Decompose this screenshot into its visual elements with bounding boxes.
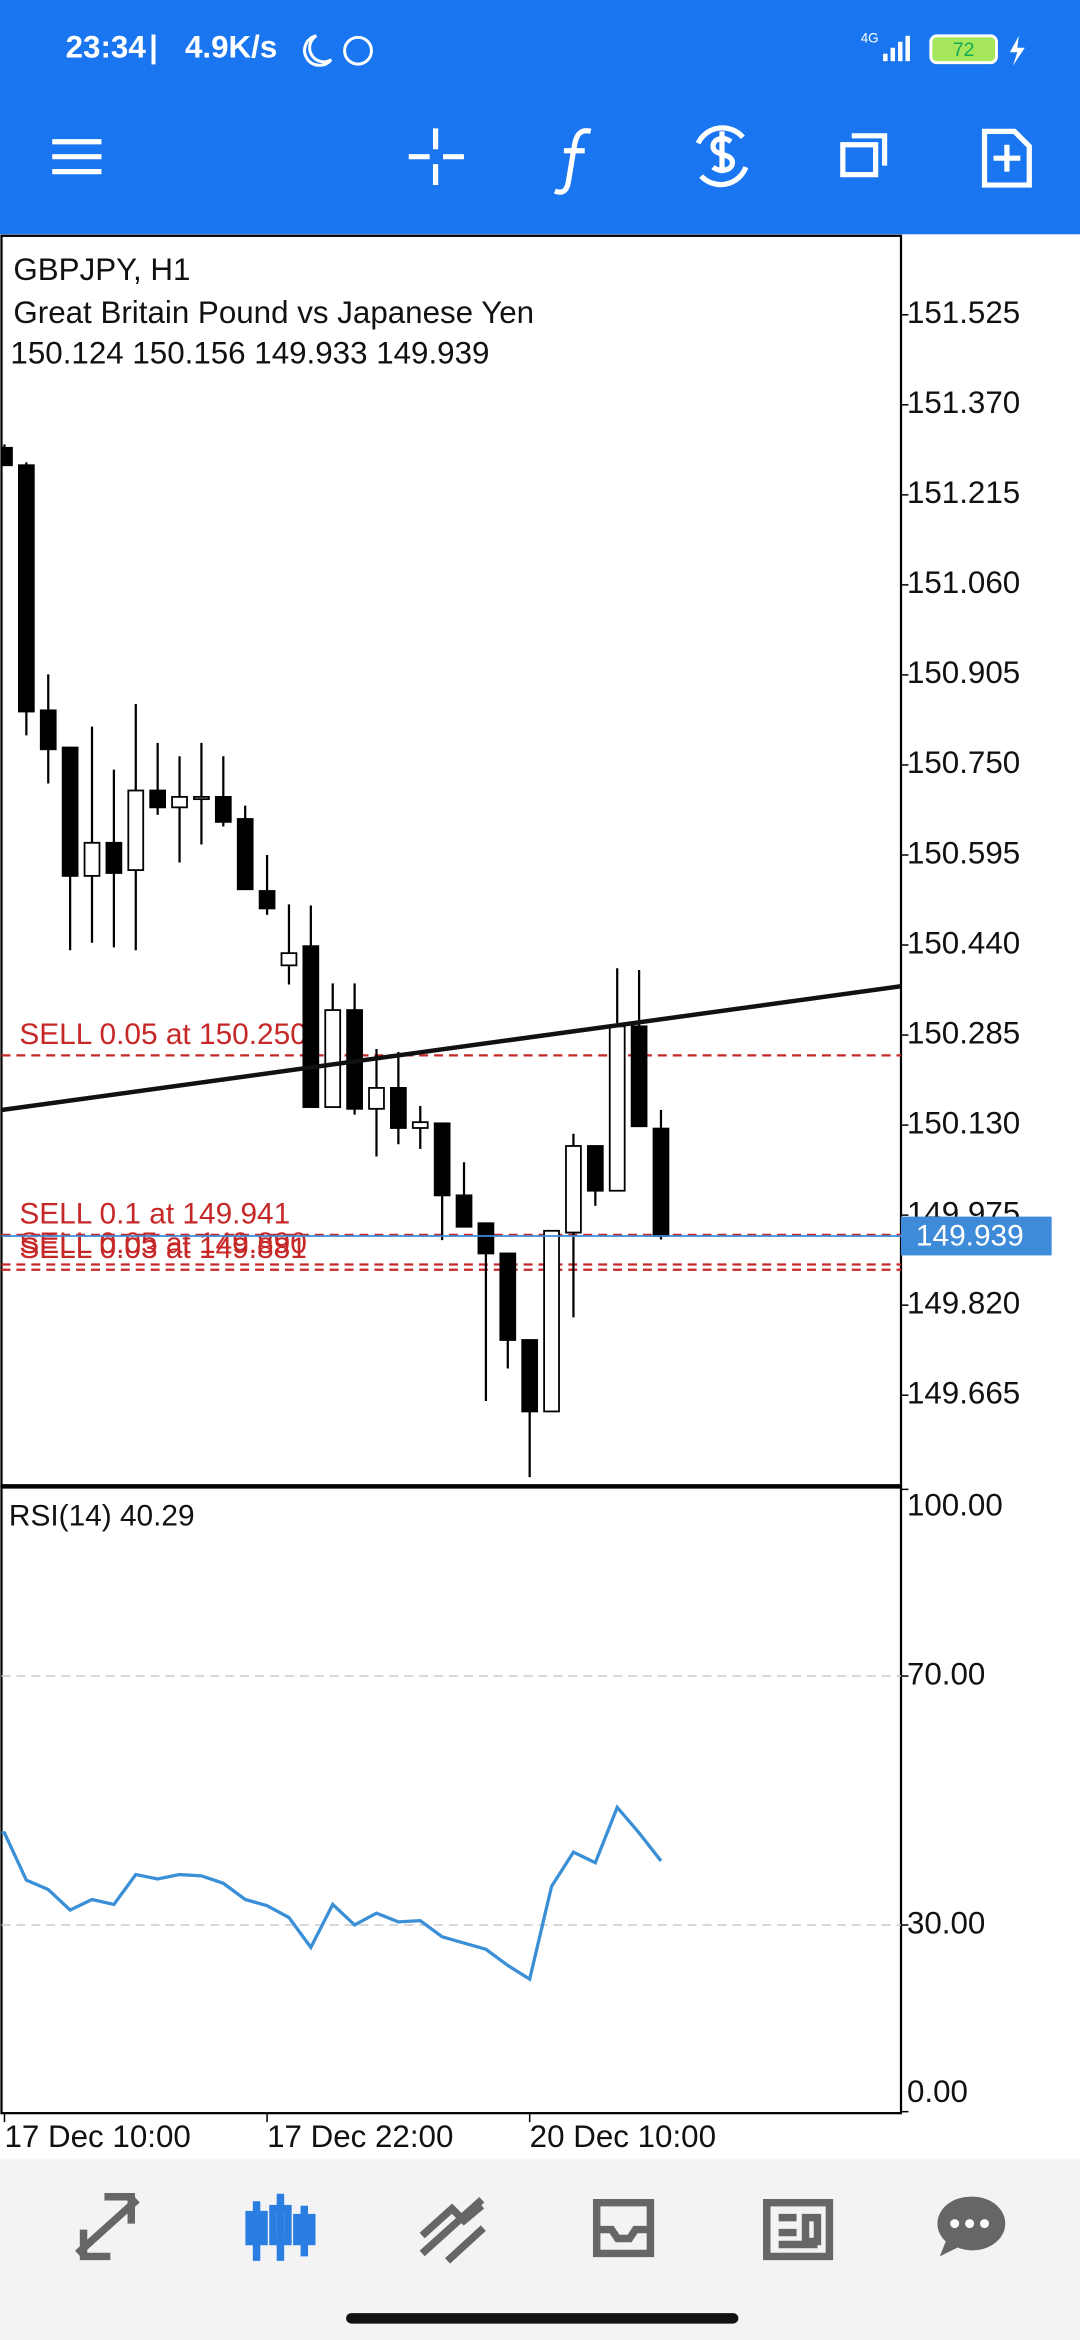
battery-level: 72 [953,39,975,61]
y-tick-label: 0.00 [907,2074,968,2109]
rsi-title: RSI(14) 40.29 [9,1500,195,1533]
messages-dots [950,2219,990,2229]
ohlc-label: 150.124 150.156 149.933 149.939 [10,335,489,370]
order-label: SELL 0.05 at 150.250 [19,1018,306,1051]
y-tick-label: 150.750 [907,745,1020,780]
top-bar [0,0,1080,235]
y-tick-label: 150.440 [907,925,1020,960]
candle-body [280,952,298,967]
candle-body [1,446,13,467]
news-tab[interactable] [763,2198,834,2261]
new-order-button[interactable] [981,128,1032,188]
rsi-pane [0,1485,903,2115]
crosshair-button[interactable] [408,128,464,186]
order-label: SELL 0.05 at 149.890 [19,1227,306,1260]
menu-button[interactable] [52,139,102,175]
trade-tab[interactable] [419,2196,486,2264]
candle-body [565,1145,582,1234]
candle-body [61,746,79,877]
y-tick-label: 151.215 [907,475,1020,510]
y-tick-label: 150.285 [907,1015,1020,1050]
rsi-line [1,1804,663,1982]
candle-body [652,1127,670,1237]
candle-body [236,818,254,891]
candle-body [214,796,232,823]
y-tick-label: 151.060 [907,565,1020,600]
y-tick-label: 150.130 [907,1105,1020,1140]
last-price-box [900,1216,1052,1256]
home-indicator [346,2313,739,2324]
y-tick-label: 150.595 [907,835,1020,870]
moon-icon [303,34,333,67]
bottom-nav [0,2159,1080,2340]
candle-body [390,1087,407,1129]
signal-icon [883,35,910,62]
alarm-icon [343,35,373,66]
y-tick-label: 149.665 [907,1375,1020,1410]
chart-tab[interactable] [245,2193,316,2261]
candle-body [411,1121,429,1129]
quotes-tab[interactable] [75,2193,140,2261]
indicators-button[interactable] [553,128,592,195]
candle-body [127,789,145,871]
candle-body [433,1122,451,1197]
candle-body [149,789,167,809]
candle-body [521,1339,539,1413]
order-label: SELL 0.1 at 149.941 [19,1197,290,1230]
symbol-title: GBPJPY, H1 [13,252,190,287]
y-tick-label: 151.525 [907,295,1020,330]
y-tick-label: 100.00 [907,1488,1003,1523]
candle-body [499,1252,517,1341]
y-tick-label: 151.370 [907,385,1020,420]
time: 23:34 [66,30,147,65]
candle-body [630,1025,648,1128]
charging-icon [1009,35,1025,66]
candle-body [324,1009,342,1108]
trade-button[interactable] [695,125,749,188]
candle-body [368,1087,385,1110]
x-tick-label: 17 Dec 10:00 [4,2119,190,2154]
candle-body [18,464,35,713]
candle-body [302,945,320,1108]
candle-body [171,796,188,809]
history-tab[interactable] [592,2198,655,2258]
candle-body [477,1222,495,1255]
candle-body [39,709,57,751]
candle-body [258,890,276,910]
y-tick-label: 149.820 [907,1285,1020,1320]
price-pane [0,234,903,1488]
trendline [1,984,901,1113]
battery-icon [929,34,998,65]
candle-body [83,841,101,877]
x-tick-label: 20 Dec 10:00 [530,2119,716,2154]
candle-body [586,1145,604,1192]
symbol-subtitle: Great Britain Pound vs Japanese Yen [13,295,534,330]
candle-body [193,796,210,801]
net-speed: 4.9K/s [185,30,277,65]
candle-body [105,841,123,874]
x-tick-label: 17 Dec 22:00 [267,2119,453,2154]
candle-body [543,1229,560,1413]
y-tick-label: 70.00 [907,1656,985,1691]
separator: | [149,30,158,65]
candle-body [608,1025,626,1192]
candle-body [455,1194,473,1228]
y-tick-label: 30.00 [907,1905,985,1940]
y-tick-label: 150.905 [907,655,1020,690]
network: 4G [861,30,879,45]
order-label: SELL 0.03 at 149.881 [19,1232,306,1265]
plot: SELL 0.05 at 150.250 SELL 0.1 at 149.941S… [1,444,901,1478]
last-price-label: 149.939 [916,1219,1024,1252]
windows-button[interactable] [840,133,888,178]
